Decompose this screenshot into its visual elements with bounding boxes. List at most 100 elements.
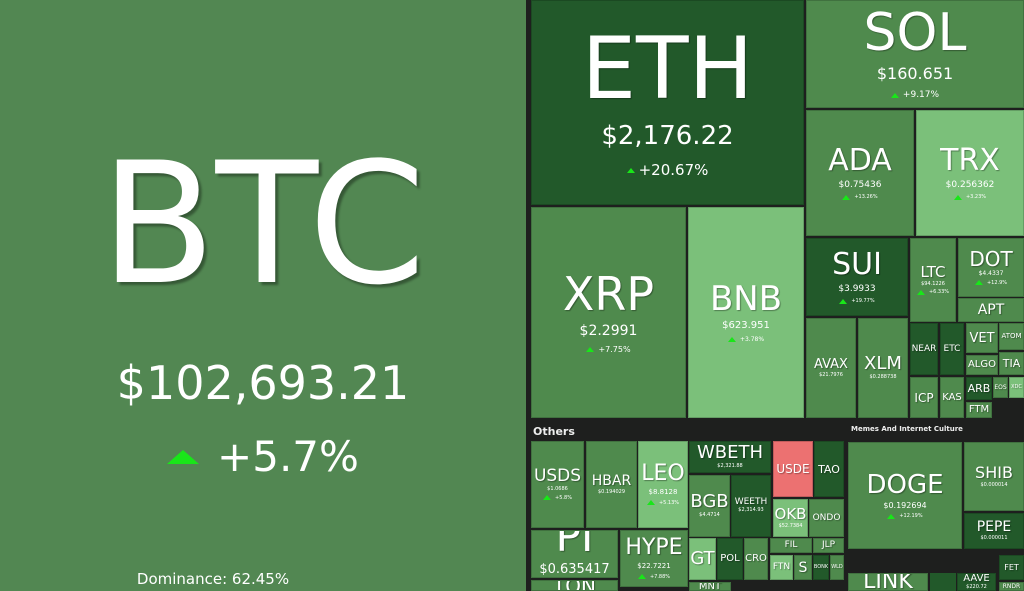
tile-symbol: LEO	[641, 461, 685, 487]
tile-symbol: FET	[1004, 562, 1019, 572]
tile-cro[interactable]: CRO	[744, 538, 768, 580]
tile-jlp[interactable]: JLP	[813, 538, 844, 553]
tile-icp[interactable]: ICP	[910, 377, 938, 418]
up-arrow-icon	[626, 167, 635, 173]
tile-kas[interactable]: KAS	[940, 377, 964, 418]
tile-vet[interactable]: VET	[966, 323, 998, 353]
tile-price: $0.75436	[838, 179, 882, 190]
tile-symbol: AVAX	[814, 356, 848, 372]
tile-price: $0.288738	[869, 374, 897, 381]
tile-symbol: POL	[720, 553, 740, 564]
tile-usde[interactable]: USDE	[773, 441, 813, 497]
tile-sol[interactable]: SOL $160.651 +9.17%	[806, 0, 1024, 108]
tile-change-value: +9.17%	[902, 89, 940, 100]
tile-ton[interactable]: TON	[531, 580, 618, 591]
tile-leo[interactable]: LEO $8.8128 +5.13%	[638, 441, 688, 528]
tile-price: $102,693.21	[116, 356, 410, 410]
tile-price: $160.651	[876, 64, 954, 84]
tile-change: +5.8%	[543, 495, 572, 501]
tile-pi[interactable]: PI$0.635417+6.36%	[531, 530, 618, 578]
tile-hbar[interactable]: HBAR $0.194029	[586, 441, 637, 528]
tile-atom[interactable]: ATOM	[999, 323, 1024, 350]
tile-change: +5.7%	[0, 432, 526, 481]
tile-link[interactable]: LINK	[848, 573, 928, 591]
tile-fil[interactable]: FIL	[770, 538, 812, 553]
tile-dot[interactable]: DOT $4.4337 +12.9%	[958, 238, 1024, 297]
tile-change-value: +5.8%	[555, 494, 572, 501]
tile-symbol: ETC	[943, 343, 961, 354]
tile-rndr[interactable]: RNDR	[999, 582, 1024, 591]
tile-okb[interactable]: OKB $52.7384	[773, 499, 808, 537]
tile-xlm[interactable]: XLM $0.288738	[858, 318, 908, 418]
tile-eos[interactable]: EOS	[993, 377, 1008, 398]
tile-ltc[interactable]: LTC $94.1226 +6.33%	[910, 238, 956, 322]
tile-bonk[interactable]: BONK	[813, 555, 829, 580]
tile-arb[interactable]: ARB	[966, 377, 992, 400]
tile-symbol: DOGE	[866, 469, 944, 500]
up-arrow-icon	[974, 280, 983, 286]
tile-fet[interactable]: FET	[999, 555, 1024, 580]
group-header-others: Others	[533, 425, 575, 438]
tile-change-value: +20.67%	[638, 161, 709, 180]
tile-symbol: OKB	[774, 504, 807, 523]
tile-wbeth[interactable]: WBETH $2,321.88	[689, 441, 771, 473]
tile-symbol: PEPE	[976, 519, 1012, 536]
tile-symbol: FTN	[772, 562, 791, 572]
tile-trx[interactable]: TRX $0.256362 +3.23%	[916, 110, 1024, 236]
tile-btc[interactable]: BTC $102,693.21 +5.7% Dominance: 62.45%	[0, 0, 526, 591]
tile-usds[interactable]: USDS $1.0686 +5.8%	[531, 441, 584, 528]
tile-doge[interactable]: DOGE $0.192694 +12.19%	[848, 442, 962, 549]
up-arrow-icon	[646, 500, 655, 506]
tile-gt[interactable]: GT	[689, 538, 716, 580]
up-arrow-icon	[727, 336, 736, 342]
tile-pepe[interactable]: PEPE $0.000011	[964, 513, 1024, 549]
tile-change: +7.75%	[586, 345, 631, 355]
tile-change-value: +5.13%	[658, 499, 680, 506]
tile-change: +12.9%	[974, 279, 1008, 286]
tile-symbol: AAVE	[963, 573, 990, 584]
tile-symbol: BONK	[813, 564, 829, 570]
tile-price: $94.1226	[921, 280, 945, 287]
tile-unlabeled[interactable]	[930, 573, 956, 591]
tile-bnb[interactable]: BNB $623.951 +3.78%	[688, 207, 804, 418]
tile-symbol: ADA	[828, 142, 892, 178]
tile-ada[interactable]: ADA $0.75436 +13.26%	[806, 110, 914, 236]
tile-xdc[interactable]: XDC	[1009, 377, 1024, 398]
tile-hype[interactable]: HYPE $22.7221 +7.88%	[620, 530, 688, 587]
tile-sui[interactable]: SUI $3.9933 +19.77%	[806, 238, 908, 316]
tile-xrp[interactable]: XRP $2.2991 +7.75%	[531, 207, 686, 418]
tile-price: $52.7384	[778, 522, 803, 529]
tile-aave[interactable]: AAVE $220.72	[957, 573, 996, 591]
tile-ftn[interactable]: FTN	[770, 555, 793, 580]
tile-pol[interactable]: POL	[717, 538, 743, 580]
tile-tia[interactable]: TIA	[999, 352, 1024, 375]
tile-change-value: +3.23%	[965, 194, 987, 201]
tile-tao[interactable]: TAO	[814, 441, 844, 497]
tile-ondo[interactable]: ONDO	[809, 499, 844, 537]
up-arrow-icon	[842, 194, 851, 200]
tile-weeth[interactable]: WEETH $2,314.93	[731, 475, 771, 537]
tile-symbol: SUI	[832, 246, 882, 282]
tile-change: +7.88%	[637, 574, 670, 580]
tile-shib[interactable]: SHIB $0.000014	[964, 442, 1024, 511]
tile-change: +19.77%	[839, 298, 875, 304]
tile-etc[interactable]: ETC	[940, 323, 964, 375]
tile-algo[interactable]: ALGO	[966, 355, 998, 375]
up-arrow-icon	[890, 92, 899, 98]
tile-near[interactable]: NEAR	[910, 323, 938, 375]
tile-mnt[interactable]: MNT	[689, 582, 731, 591]
tile-symbol: LTC	[920, 262, 946, 281]
tile-price: $1.0686	[547, 486, 568, 493]
tile-avax[interactable]: AVAX $21.7976	[806, 318, 856, 418]
tile-change-value: +6.33%	[928, 289, 950, 296]
tile-change-value: +3.78%	[739, 335, 765, 343]
tile-ftm[interactable]: FTM	[966, 402, 992, 418]
tile-price: $0.635417	[539, 562, 610, 578]
tile-eth[interactable]: ETH $2,176.22 +20.67%	[531, 0, 804, 205]
tile-s[interactable]: S	[794, 555, 812, 580]
tile-symbol: TIA	[1002, 357, 1021, 370]
tile-change-value: +12.9%	[986, 279, 1008, 286]
tile-bgb[interactable]: BGB $4.4714	[689, 475, 730, 537]
tile-apt[interactable]: APT	[958, 298, 1024, 322]
tile-wld[interactable]: WLD	[830, 555, 844, 580]
